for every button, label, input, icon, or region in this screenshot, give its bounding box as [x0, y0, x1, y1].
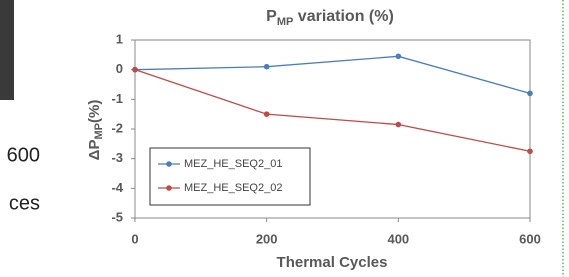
- x-tick-label: 200: [256, 231, 278, 246]
- x-tick-label: 0: [131, 231, 138, 246]
- point: [396, 54, 402, 60]
- point: [132, 67, 138, 73]
- y-tick-label: -4: [111, 180, 123, 195]
- slide: 600 ces PMP variation (%) ΔPMP(%) Therma…: [0, 0, 569, 277]
- y-label-part: (%): [86, 100, 103, 123]
- x-tick-label: 600: [519, 231, 541, 246]
- legend-marker: [166, 161, 172, 167]
- side-text: 600: [7, 144, 40, 166]
- point: [264, 64, 270, 70]
- y-label-part: MP: [93, 123, 105, 140]
- y-tick-label: -2: [111, 120, 123, 135]
- legend-box: [150, 148, 310, 205]
- y-label-part: ΔP: [86, 140, 103, 161]
- point: [527, 148, 533, 154]
- y-tick-label: -1: [111, 91, 123, 106]
- y-axis-label: ΔPMP(%): [86, 100, 105, 161]
- y-tick-label: 0: [116, 61, 123, 76]
- point: [527, 91, 533, 97]
- y-tick-label: 1: [116, 31, 123, 46]
- point: [396, 122, 402, 128]
- legend-label: MEZ_HE_SEQ2_02: [184, 182, 282, 194]
- x-axis-label: Thermal Cycles: [277, 254, 388, 271]
- y-tick-label: -5: [111, 209, 123, 224]
- title-part: variation (%): [293, 8, 393, 25]
- side-text: ces: [9, 192, 40, 214]
- photo-fragment: [0, 0, 14, 100]
- series-line: [135, 70, 530, 152]
- x-tick-label: 400: [387, 231, 409, 246]
- legend-label: MEZ_HE_SEQ2_01: [184, 158, 282, 170]
- title-part: MP: [277, 16, 294, 28]
- y-tick-label: -3: [111, 150, 123, 165]
- title-part: P: [266, 8, 277, 25]
- chart-title: PMP variation (%): [266, 8, 394, 28]
- series-line: [135, 56, 530, 93]
- point: [264, 111, 270, 117]
- legend-marker: [166, 185, 172, 191]
